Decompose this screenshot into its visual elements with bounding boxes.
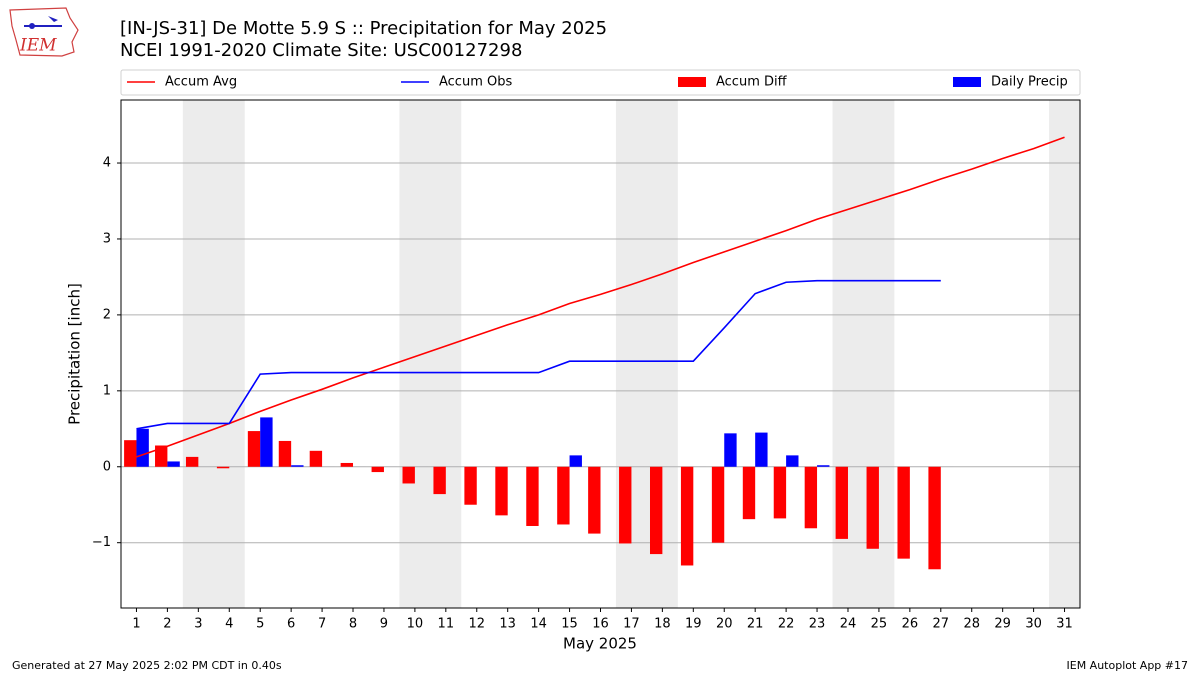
- x-tick-label: 21: [747, 617, 764, 632]
- bar: [805, 467, 817, 529]
- y-tick-label: −1: [92, 535, 111, 550]
- x-tick-label: 24: [840, 617, 857, 632]
- x-tick-label: 29: [994, 617, 1011, 632]
- x-tick-label: 16: [592, 617, 609, 632]
- x-tick-label: 3: [194, 617, 202, 632]
- bar: [774, 467, 786, 519]
- y-tick-label: 0: [103, 459, 111, 474]
- legend: Accum Avg Accum Obs Accum Diff Daily Precip: [121, 70, 1080, 95]
- line: [136, 281, 940, 429]
- y-tick-label: 3: [103, 231, 111, 246]
- x-tick-label: 13: [499, 617, 516, 632]
- bar: [310, 451, 322, 467]
- x-tick-label: 15: [561, 617, 578, 632]
- x-tick-label: 22: [778, 617, 795, 632]
- bar: [279, 441, 291, 467]
- x-tick-label: 20: [716, 617, 733, 632]
- legend-box: [121, 70, 1080, 95]
- shade-band: [1049, 100, 1080, 608]
- bar: [588, 467, 600, 534]
- bar: [136, 429, 148, 467]
- x-tick-label: 1: [132, 617, 140, 632]
- bar: [464, 467, 476, 505]
- bar: [867, 467, 879, 549]
- legend-label: Accum Diff: [716, 75, 788, 90]
- bar: [186, 457, 198, 467]
- bar: [897, 467, 909, 559]
- x-tick-label: 31: [1056, 617, 1073, 632]
- bar: [817, 465, 829, 467]
- bar: [526, 467, 538, 526]
- bar: [495, 467, 507, 516]
- x-tick-label: 6: [287, 617, 295, 632]
- x-tick-label: 27: [933, 617, 950, 632]
- bar: [341, 463, 353, 467]
- bar: [403, 467, 415, 484]
- footer-right: IEM Autoplot App #17: [1067, 659, 1189, 672]
- footer-left: Generated at 27 May 2025 2:02 PM CDT in …: [12, 659, 282, 672]
- x-tick-label: 11: [438, 617, 455, 632]
- bar: [928, 467, 940, 570]
- x-tick-label: 23: [809, 617, 826, 632]
- legend-swatch: [678, 77, 706, 87]
- legend-swatch: [953, 77, 981, 87]
- x-tick-label: 18: [654, 617, 671, 632]
- x-tick-label: 5: [256, 617, 264, 632]
- x-tick-label: 25: [871, 617, 888, 632]
- logo-text: IEM: [19, 36, 57, 56]
- chart-title: [IN-JS-31] De Motte 5.9 S :: Precipitati…: [120, 18, 607, 39]
- x-tick-label: 2: [163, 617, 171, 632]
- x-tick-label: 30: [1025, 617, 1042, 632]
- y-tick-label: 2: [103, 307, 111, 322]
- x-tick-label: 14: [530, 617, 547, 632]
- bar: [557, 467, 569, 525]
- bar: [167, 461, 179, 466]
- x-axis-label: May 2025: [563, 635, 637, 653]
- chart-subtitle: NCEI 1991-2020 Climate Site: USC00127298: [120, 40, 522, 61]
- shade-band: [183, 100, 245, 608]
- x-tick-label: 19: [685, 617, 702, 632]
- x-tick-label: 12: [468, 617, 485, 632]
- line: [136, 137, 1064, 457]
- bar: [712, 467, 724, 543]
- bar: [570, 455, 582, 466]
- x-tick-label: 9: [380, 617, 388, 632]
- bar: [372, 467, 384, 472]
- bar: [786, 455, 798, 466]
- bar: [650, 467, 662, 554]
- y-tick-label: 1: [103, 383, 111, 398]
- x-tick-label: 7: [318, 617, 326, 632]
- logo: IEM: [10, 8, 78, 56]
- bar: [681, 467, 693, 566]
- bar: [755, 433, 767, 467]
- x-tick-label: 10: [407, 617, 424, 632]
- bar: [217, 467, 229, 469]
- x-tick-label: 26: [902, 617, 919, 632]
- bar: [248, 431, 260, 467]
- x-tick-label: 17: [623, 617, 640, 632]
- x-tick-label: 4: [225, 617, 233, 632]
- bar: [836, 467, 848, 539]
- bar: [124, 440, 136, 467]
- y-axis-label: Precipitation [inch]: [66, 283, 84, 425]
- x-tick-label: 28: [963, 617, 980, 632]
- legend-label: Accum Avg: [165, 75, 237, 90]
- shade-band: [399, 100, 461, 608]
- x-tick-label: 8: [349, 617, 357, 632]
- y-tick-label: 4: [103, 156, 111, 171]
- bar: [743, 467, 755, 519]
- bar: [724, 433, 736, 466]
- legend-label: Daily Precip: [991, 75, 1068, 90]
- bar: [433, 467, 445, 494]
- bar: [260, 417, 272, 466]
- bar: [619, 467, 631, 544]
- bar: [291, 465, 303, 467]
- legend-label: Accum Obs: [439, 75, 512, 90]
